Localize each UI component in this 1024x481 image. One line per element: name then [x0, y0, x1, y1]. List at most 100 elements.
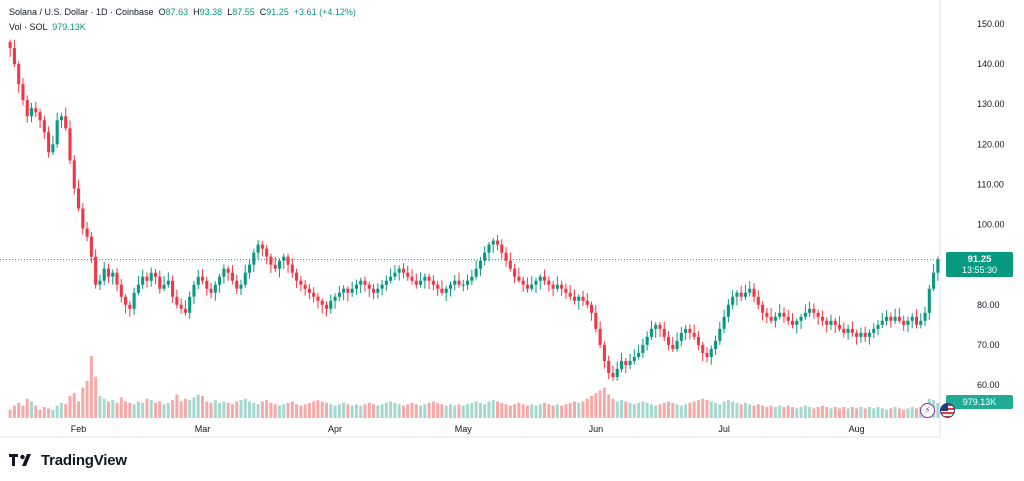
- candle-body: [474, 268, 478, 277]
- volume-bar: [675, 404, 679, 418]
- candle-body: [354, 284, 358, 289]
- symbol-title[interactable]: Solana / U.S. Dollar · 1D · Coinbase: [9, 7, 154, 17]
- candle-body: [641, 344, 645, 353]
- volume-bar: [696, 400, 700, 418]
- candle-body: [248, 264, 252, 273]
- volume-bar: [936, 402, 940, 418]
- candle-body: [102, 268, 106, 281]
- volume-bar: [457, 404, 461, 418]
- candle-body: [910, 316, 914, 321]
- candle-body: [688, 328, 692, 333]
- volume-bar: [624, 401, 628, 418]
- candle-body: [560, 284, 564, 289]
- lightning-event-icon[interactable]: ⚡: [920, 403, 935, 418]
- candle-body: [243, 272, 247, 285]
- volume-bar: [419, 405, 423, 418]
- volume-bar: [239, 400, 243, 418]
- candle-body: [726, 304, 730, 317]
- candle-body: [508, 260, 512, 269]
- volume-bar: [25, 398, 29, 418]
- volume-bar: [102, 398, 106, 418]
- volume-label[interactable]: Vol · SOL: [9, 22, 48, 32]
- volume-bar: [337, 404, 341, 418]
- volume-bar: [585, 398, 589, 418]
- volume-bar: [312, 401, 316, 418]
- candle-body: [513, 268, 517, 277]
- candle-body: [312, 292, 316, 297]
- volume-bar: [748, 404, 752, 418]
- volume-bar: [508, 405, 512, 418]
- candle-body: [833, 320, 837, 325]
- volume-bar: [658, 404, 662, 418]
- volume-bar: [98, 395, 102, 418]
- volume-bar: [406, 404, 410, 418]
- candle-body: [85, 228, 89, 237]
- candle-body: [705, 352, 709, 357]
- candle-body: [662, 328, 666, 337]
- candle-body: [188, 296, 192, 313]
- time-tick-label: Jun: [589, 424, 604, 434]
- volume-bar: [466, 404, 470, 418]
- candle-body: [619, 360, 624, 369]
- high-label: H: [193, 7, 200, 17]
- candle-body: [153, 272, 158, 277]
- candle-body: [466, 280, 470, 285]
- candle-body: [748, 288, 752, 293]
- candle-body: [867, 332, 871, 337]
- volume-bar: [277, 405, 281, 418]
- volume-bar: [842, 406, 846, 418]
- volume-bar: [572, 401, 576, 418]
- candle-body: [196, 276, 200, 285]
- candle-body: [230, 272, 234, 281]
- candle-body: [81, 208, 85, 229]
- volume-bar: [397, 404, 401, 418]
- us-flag-event-icon[interactable]: [940, 403, 955, 418]
- candle-body: [346, 288, 350, 293]
- candle-body: [615, 368, 619, 377]
- volume-bar: [64, 404, 68, 418]
- candle-body: [602, 344, 606, 361]
- volume-bar: [47, 408, 51, 418]
- volume-bar: [752, 405, 756, 418]
- tradingview-logo[interactable]: TradingView: [9, 450, 127, 470]
- volume-bar: [448, 404, 452, 418]
- candle-body: [769, 316, 773, 321]
- candle-body: [543, 276, 547, 281]
- candle-body: [453, 280, 457, 285]
- volume-bar: [124, 401, 128, 418]
- candle-body: [77, 188, 81, 209]
- price-tick-label: 70.00: [977, 340, 1000, 350]
- volume-bar: [893, 406, 897, 418]
- candle-body: [594, 312, 598, 329]
- volume-bar: [812, 408, 816, 418]
- volume-bar: [880, 408, 884, 418]
- volume-bar: [256, 404, 260, 418]
- volume-bar: [192, 397, 196, 418]
- volume-bar: [602, 387, 606, 418]
- volume-bar: [393, 402, 397, 418]
- candle-body: [654, 324, 658, 329]
- candle-body: [320, 300, 324, 305]
- candle-body: [256, 244, 260, 253]
- volume-bar: [175, 394, 179, 418]
- volume-bar: [201, 395, 205, 418]
- candle-body: [547, 280, 551, 285]
- volume-bar: [350, 405, 354, 418]
- volume-bar: [55, 405, 59, 418]
- candle-body: [709, 348, 713, 357]
- candle-body: [568, 292, 572, 297]
- volume-bar: [791, 406, 795, 418]
- volume-bar: [773, 406, 777, 418]
- candle-body: [897, 316, 901, 321]
- candle-body: [790, 320, 795, 325]
- volume-bar: [885, 409, 889, 418]
- candle-body: [649, 328, 653, 337]
- volume-bar: [183, 398, 187, 418]
- candle-body: [906, 320, 910, 325]
- volume-bar: [141, 402, 145, 418]
- volume-bar: [128, 402, 132, 418]
- candle-body: [111, 272, 115, 277]
- candle-body: [590, 304, 594, 313]
- volume-bar: [829, 408, 833, 418]
